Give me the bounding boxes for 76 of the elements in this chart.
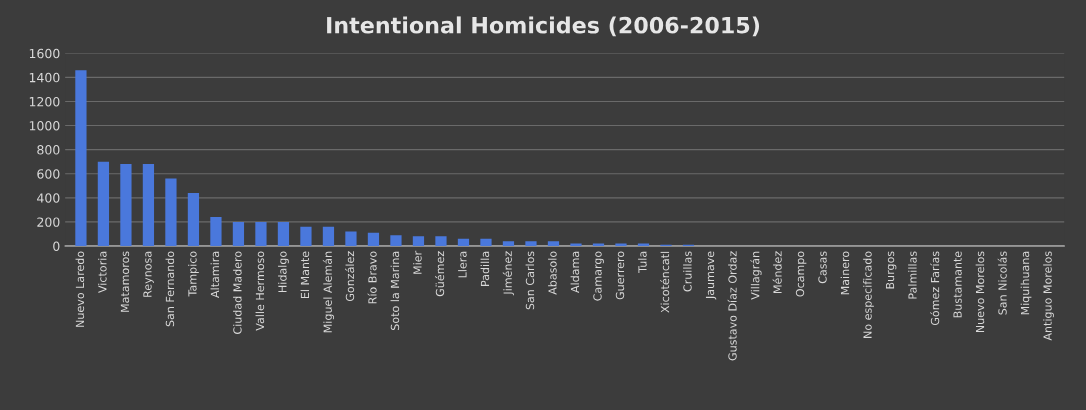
- x-tick-label: San Fernando: [165, 251, 175, 327]
- x-tick-label: Padilla: [480, 251, 490, 286]
- x-tick-label: Jaumave: [705, 251, 717, 300]
- x-tick-label: Bustamante: [953, 251, 962, 318]
- x-tick-label: Reynosa: [143, 251, 154, 297]
- bar: [300, 226, 312, 246]
- x-tick-label: Nuevo Laredo: [75, 251, 85, 327]
- bar: [210, 217, 222, 246]
- x-tick-label: Xicoténcatl: [660, 251, 670, 313]
- bar: [525, 241, 537, 246]
- x-tick-label: Soto la Marina: [390, 251, 400, 330]
- bar: [255, 221, 267, 246]
- x-tick-label: Matamoros: [120, 251, 130, 312]
- x-tick-label: Aldama: [570, 251, 580, 293]
- x-tick-label: Victoria: [98, 251, 107, 293]
- x-tick-label: Mainero: [840, 251, 850, 295]
- x-tick-label: San Nicolás: [997, 251, 1007, 315]
- bar: [232, 221, 245, 246]
- x-tick-label: Palmillas: [908, 251, 917, 299]
- y-tick-label: 1200: [29, 96, 60, 107]
- y-tick-label: 0: [53, 241, 60, 251]
- x-tick-label: Nuevo Morelos: [975, 251, 985, 333]
- x-tick-label: Villagrán: [750, 251, 762, 300]
- bar: [547, 241, 560, 246]
- x-tick-label: Casas: [818, 251, 827, 284]
- y-tick-label: 200: [37, 217, 60, 227]
- bar: [165, 178, 177, 246]
- x-tick-label: Río Bravo: [367, 251, 377, 304]
- x-tick-label: No especificado: [863, 251, 874, 338]
- bar: [367, 232, 380, 246]
- x-tick-label: Abasolo: [548, 251, 557, 295]
- x-tick-label: Cruillas: [683, 251, 692, 292]
- y-tick-label: 1400: [29, 72, 60, 83]
- x-tick-label: Tampico: [188, 251, 199, 297]
- x-tick-label: San Carlos: [525, 251, 535, 310]
- x-tick-label: Burgos: [885, 251, 897, 289]
- chart-title: Intentional Homicides (2006-2015): [327, 16, 760, 37]
- x-tick-label: Gustavo Díaz Ordaz: [727, 251, 737, 361]
- bar: [457, 238, 470, 246]
- x-tick-label: Miguel Alemán: [322, 251, 335, 333]
- x-tick-label: Jiménez: [502, 251, 514, 296]
- x-tick-label: Tula: [638, 251, 647, 273]
- bar: [412, 236, 425, 246]
- y-tick-label: 600: [37, 169, 60, 179]
- bar: [322, 226, 335, 246]
- y-tick-label: 1000: [29, 121, 60, 131]
- bar: [390, 235, 402, 246]
- x-tick-label: Güémez: [435, 251, 445, 297]
- x-tick-label: Antiguo Morelos: [1043, 251, 1054, 341]
- bar: [120, 164, 132, 246]
- x-tick-label: Gómez Farías: [930, 251, 940, 326]
- y-tick-label: 800: [37, 145, 60, 155]
- x-tick-label: Camargo: [593, 251, 604, 301]
- bar: [97, 161, 110, 246]
- bar: [187, 193, 200, 246]
- bar: [502, 241, 515, 246]
- x-tick-label: González: [345, 251, 355, 302]
- x-tick-label: Llera: [458, 251, 467, 278]
- x-tick-label: Miquihuana: [1020, 251, 1032, 315]
- y-tick-label: 400: [37, 193, 60, 203]
- bar: [75, 70, 87, 246]
- x-tick-label: Ciudad Madero: [233, 251, 242, 334]
- y-tick-label: 1600: [29, 48, 60, 59]
- bar: [435, 236, 447, 246]
- x-tick-label: Guerrero: [615, 251, 625, 300]
- bar: [345, 231, 357, 246]
- x-tick-label: El Mante: [300, 251, 310, 299]
- x-tick-label: Altamira: [210, 251, 220, 298]
- x-tick-label: Ocampo: [795, 251, 807, 297]
- bar: [480, 238, 492, 246]
- bar: [142, 164, 155, 246]
- x-tick-label: Mier: [413, 250, 422, 274]
- x-tick-label: Valle Hermoso: [255, 251, 265, 331]
- x-tick-label: Hidalgo: [278, 251, 289, 293]
- x-tick-label: Méndez: [772, 251, 782, 293]
- bar: [277, 221, 290, 246]
